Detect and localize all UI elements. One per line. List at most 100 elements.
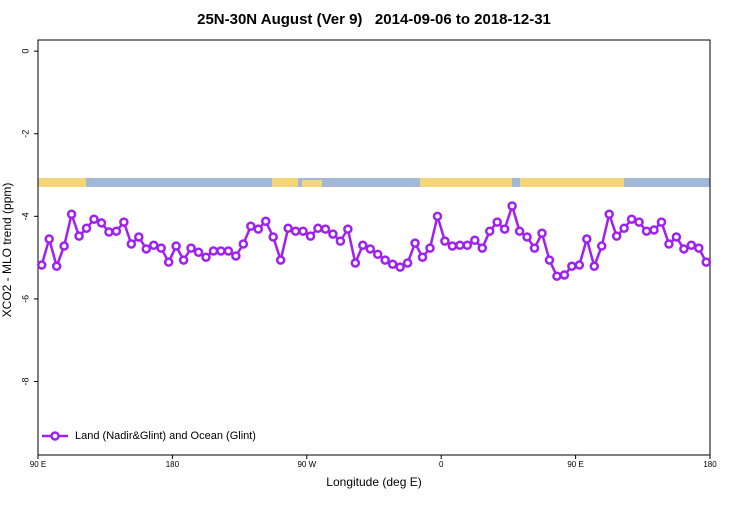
data-point	[552, 271, 562, 281]
data-point	[686, 240, 697, 250]
data-point	[387, 259, 398, 269]
y-tick-label: 0	[20, 49, 30, 54]
data-point	[119, 217, 129, 227]
data-point	[679, 244, 689, 254]
data-point	[290, 226, 301, 236]
data-point	[89, 214, 99, 224]
data-point	[44, 234, 54, 244]
data-point	[238, 239, 249, 249]
data-point	[186, 243, 196, 253]
data-point	[574, 260, 585, 270]
chart-title: 25N-30N August (Ver 9) 2014-09-06 to 201…	[197, 11, 551, 28]
data-point	[611, 231, 622, 241]
map-strip	[38, 178, 710, 187]
data-point	[514, 226, 525, 236]
data-point	[402, 258, 413, 268]
data-point	[328, 229, 338, 239]
x-tick-label: 90 W	[297, 460, 316, 469]
data-point	[104, 227, 114, 237]
data-point	[544, 255, 555, 265]
data-point	[671, 232, 682, 242]
data-point	[231, 251, 241, 261]
data-point	[335, 236, 346, 246]
data-point	[156, 243, 166, 253]
data-point	[447, 241, 458, 251]
data-point	[260, 216, 271, 227]
data-point	[694, 243, 704, 253]
data-point	[365, 244, 376, 254]
data-point	[343, 224, 353, 234]
data-point	[582, 234, 592, 244]
data-point	[283, 223, 293, 234]
data-point	[641, 226, 652, 236]
data-point	[163, 257, 174, 267]
data-point	[604, 209, 614, 220]
data-point	[275, 255, 286, 265]
data-point	[36, 260, 47, 270]
data-point	[171, 241, 181, 251]
data-point	[193, 247, 204, 257]
data-point	[484, 226, 495, 236]
data-point	[350, 258, 361, 268]
data-point	[664, 239, 674, 249]
data-point	[253, 224, 264, 234]
data-point	[537, 228, 547, 239]
x-tick-label: 180	[166, 460, 180, 469]
data-point	[134, 232, 144, 242]
data-point	[477, 243, 488, 253]
data-point	[148, 240, 159, 250]
data-point	[111, 226, 122, 236]
plot-frame	[37, 39, 711, 456]
x-tick-label: 180	[703, 460, 717, 469]
y-tick-label: -2	[20, 130, 30, 138]
y-tick-label: -6	[20, 295, 30, 303]
y-axis-label: XCO2 - MLO trend (ppm)	[0, 183, 14, 318]
data-point	[596, 241, 607, 251]
legend-label: Land (Nadir&Glint) and Ocean (Glint)	[75, 430, 256, 442]
data-point	[462, 240, 473, 250]
data-point	[559, 270, 570, 280]
data-point	[634, 217, 644, 227]
data-point	[470, 235, 480, 246]
data-point	[656, 217, 667, 227]
x-tick-label: 90 E	[567, 460, 583, 469]
data-point	[178, 255, 189, 265]
data-point	[455, 240, 465, 250]
data-point	[619, 223, 629, 234]
data-point	[567, 261, 577, 272]
data-point	[395, 262, 405, 272]
data-point	[529, 243, 540, 253]
data-point	[380, 255, 390, 265]
data-point	[410, 238, 420, 248]
data-point	[432, 211, 443, 222]
data-point	[268, 232, 278, 242]
data-point	[141, 244, 152, 254]
data-point	[126, 239, 137, 249]
x-tick-label: 90 E	[30, 460, 46, 469]
y-tick-label: -4	[20, 212, 30, 220]
data-point	[74, 231, 84, 241]
x-tick-label: 0	[439, 460, 444, 469]
data-point	[305, 231, 316, 241]
data-point	[246, 221, 256, 231]
data-point	[358, 240, 368, 250]
data-point	[313, 223, 323, 234]
data-point	[507, 201, 517, 211]
data-point	[701, 257, 712, 267]
data-point	[417, 252, 428, 262]
data-point	[96, 218, 107, 228]
data-point	[492, 217, 502, 227]
x-axis-label: Longitude (deg E)	[326, 475, 421, 489]
data-point	[208, 246, 219, 256]
data-point	[51, 261, 62, 272]
data-point	[320, 224, 331, 234]
data-point	[425, 243, 435, 253]
legend-marker	[50, 431, 60, 441]
data-point	[201, 252, 211, 262]
data-point	[589, 261, 600, 272]
data-point	[81, 223, 92, 234]
y-tick-label: -8	[20, 377, 30, 385]
data-point	[223, 246, 234, 256]
data-point	[66, 209, 77, 220]
